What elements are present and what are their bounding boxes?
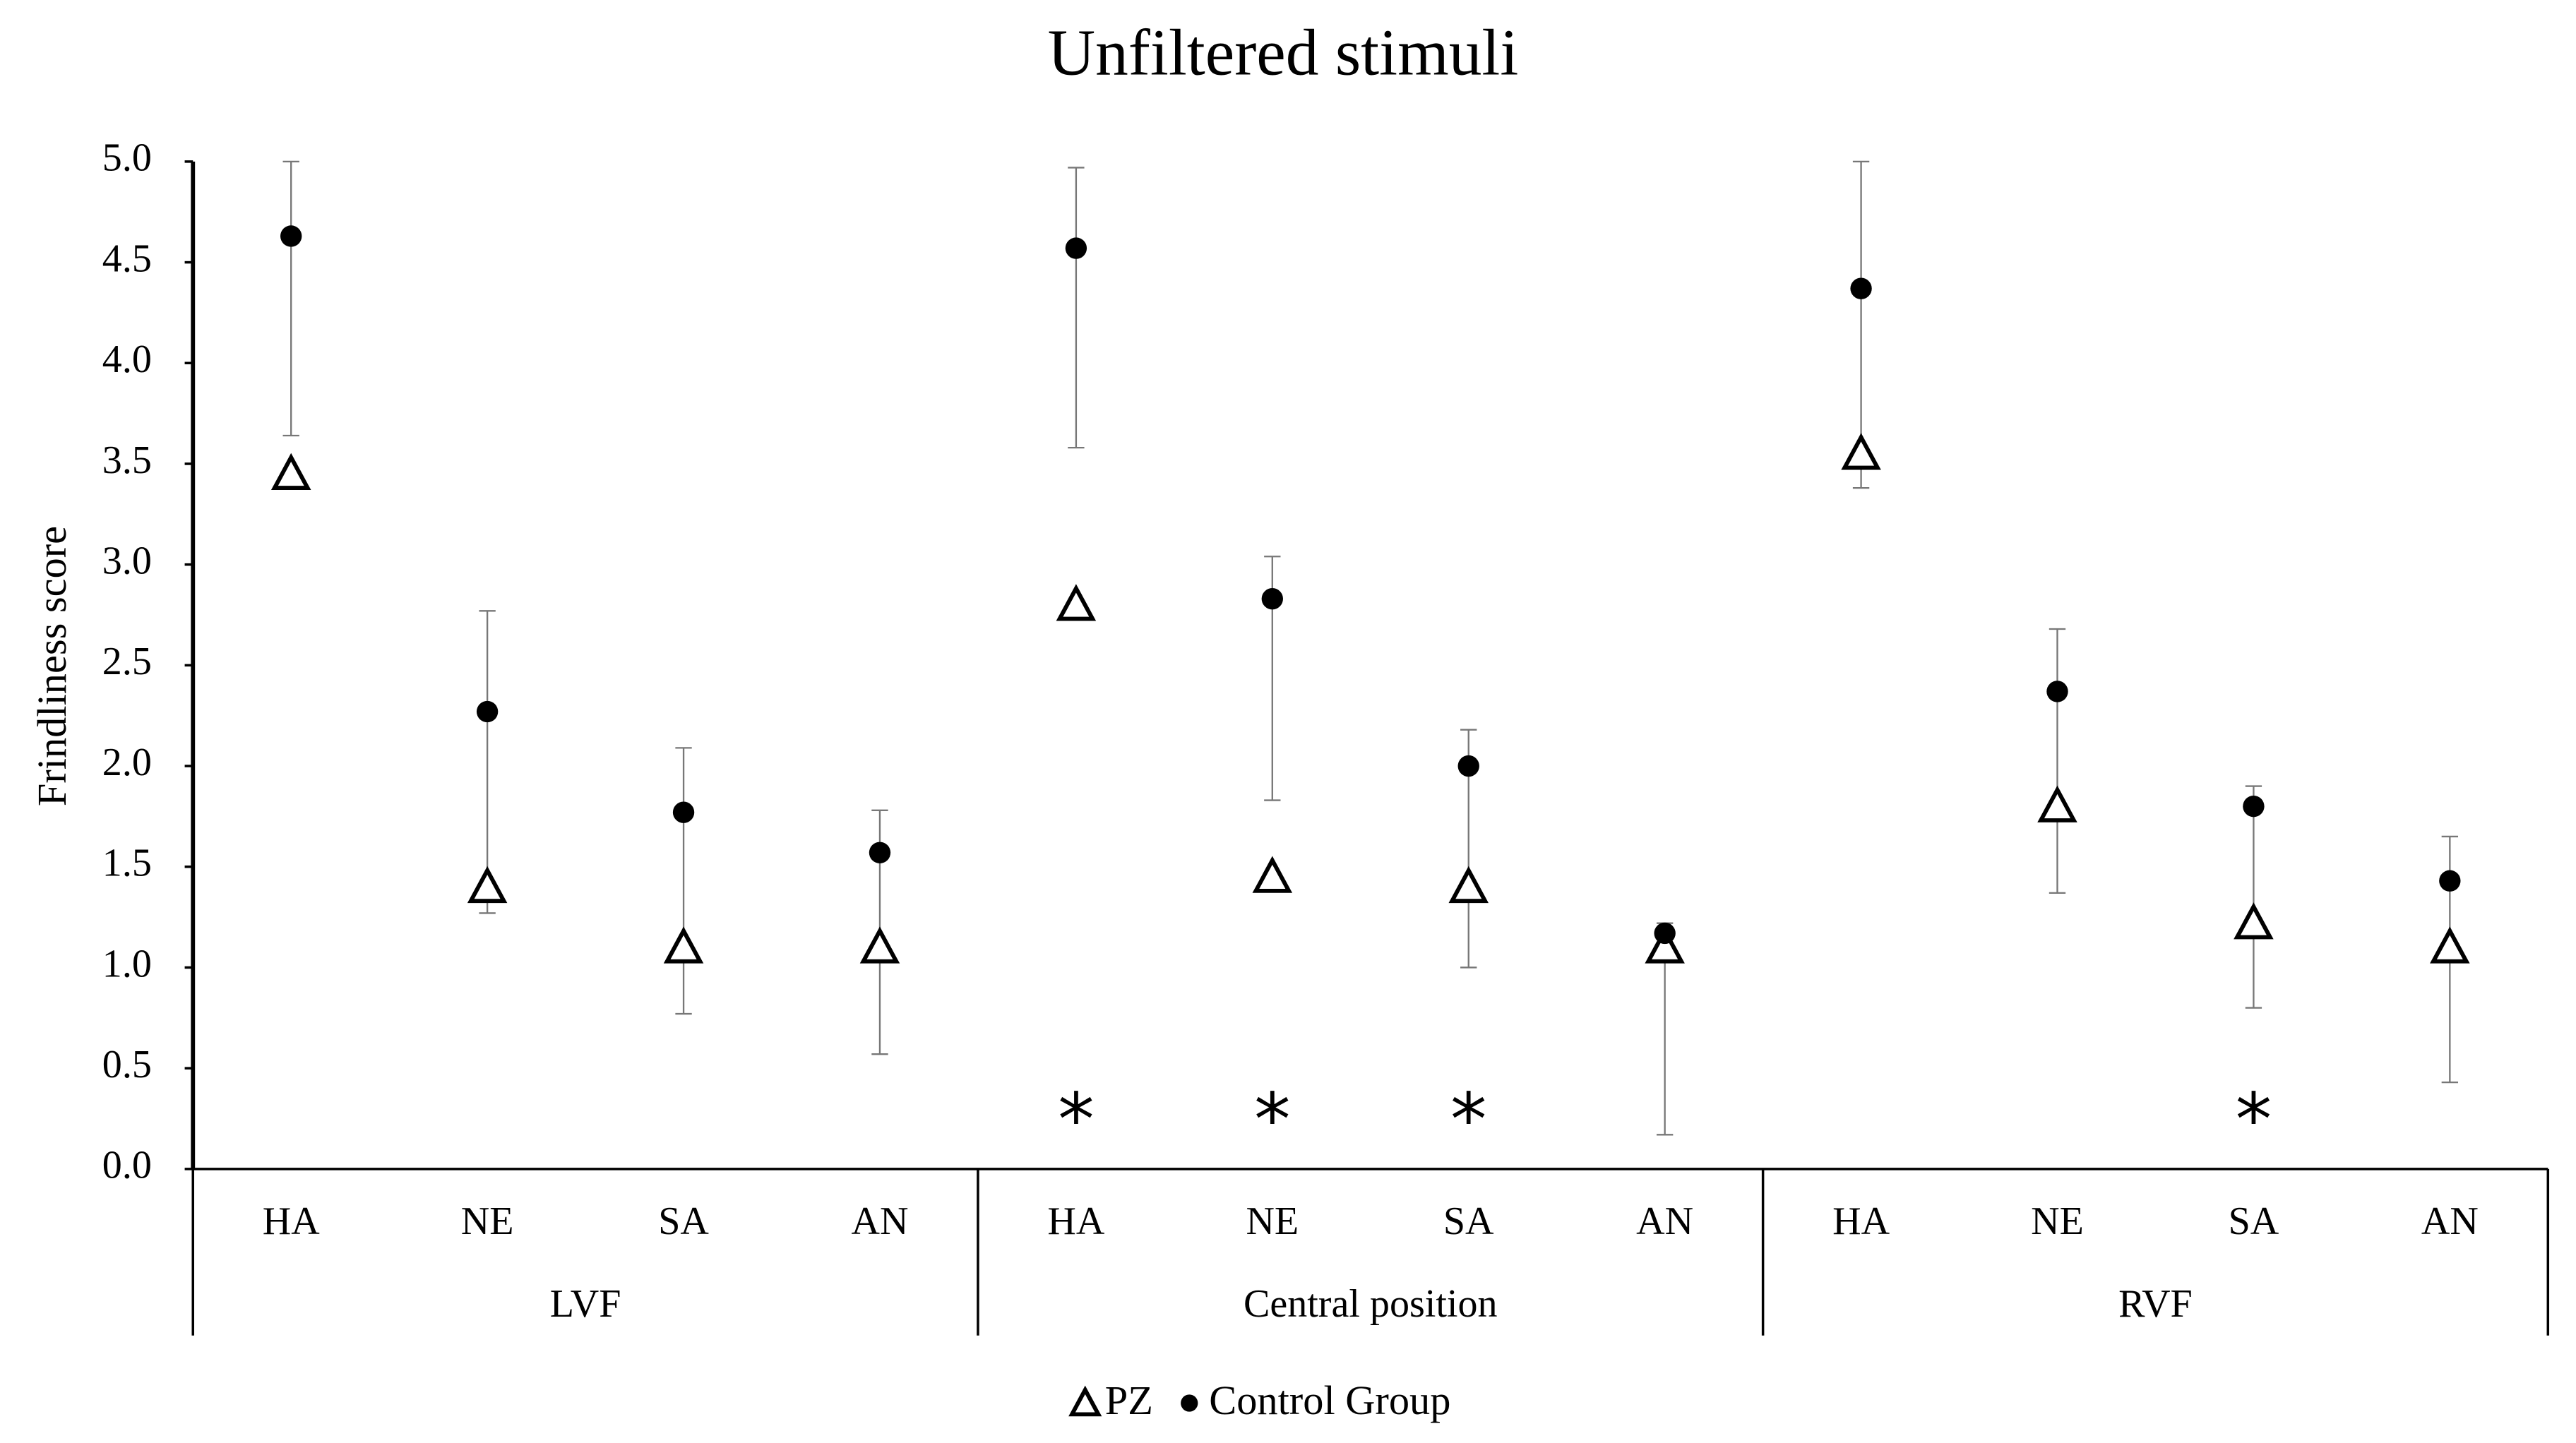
group-label: LVF bbox=[550, 1282, 621, 1326]
x-tick-label: AN bbox=[851, 1199, 908, 1243]
x-tick-label: HA bbox=[1832, 1199, 1890, 1243]
x-tick-label: SA bbox=[1443, 1199, 1494, 1243]
x-tick-label: AN bbox=[1636, 1199, 1693, 1243]
y-tick-label: 4.5 bbox=[102, 236, 152, 280]
y-tick-label: 3.5 bbox=[102, 438, 152, 482]
y-tick-label: 5.0 bbox=[102, 136, 152, 180]
triangle-marker bbox=[1841, 433, 1881, 470]
x-tick-label: AN bbox=[2421, 1199, 2479, 1243]
x-tick-label: HA bbox=[263, 1199, 320, 1243]
circle-marker bbox=[869, 842, 891, 863]
legend-label: PZ bbox=[1105, 1377, 1153, 1423]
triangle-marker bbox=[1448, 866, 1489, 904]
circle-marker bbox=[476, 700, 499, 723]
x-tick-label: SA bbox=[658, 1199, 709, 1243]
legend-marker bbox=[1068, 1385, 1102, 1417]
y-axis-label: Frindliness score bbox=[29, 526, 75, 806]
circle-marker bbox=[2046, 681, 2068, 702]
triangle-marker bbox=[663, 926, 704, 964]
triangle-marker bbox=[1252, 856, 1293, 893]
triangle-marker bbox=[2037, 785, 2077, 822]
group-label: RVF bbox=[2118, 1282, 2193, 1326]
triangle-marker bbox=[2430, 926, 2470, 964]
circle-marker bbox=[1850, 277, 1872, 299]
circle-marker bbox=[280, 225, 302, 247]
x-tick-label: NE bbox=[461, 1199, 514, 1243]
triangle-marker bbox=[859, 926, 900, 964]
significance-marker: * bbox=[2236, 1078, 2272, 1162]
triangle-marker bbox=[270, 453, 311, 491]
triangle-marker bbox=[1056, 584, 1097, 621]
y-tick-label: 0.0 bbox=[102, 1144, 152, 1187]
triangle-marker bbox=[1645, 926, 1685, 964]
y-tick-label: 1.0 bbox=[102, 942, 152, 986]
significance-marker: * bbox=[1058, 1078, 1094, 1162]
circle-marker bbox=[1261, 588, 1283, 610]
legend-marker bbox=[1181, 1394, 1198, 1412]
circle-marker bbox=[672, 801, 695, 823]
group-label: Central position bbox=[1244, 1282, 1498, 1326]
triangle-marker bbox=[2234, 902, 2274, 940]
y-tick-label: 0.5 bbox=[102, 1043, 152, 1086]
y-tick-label: 4.0 bbox=[102, 337, 152, 381]
circle-marker bbox=[1457, 755, 1479, 777]
circle-marker bbox=[1654, 922, 1676, 945]
y-tick-label: 2.5 bbox=[102, 640, 152, 683]
x-tick-label: SA bbox=[2229, 1199, 2279, 1243]
significance-marker: * bbox=[1450, 1078, 1486, 1162]
circle-marker bbox=[2439, 870, 2461, 892]
y-tick-label: 1.5 bbox=[102, 842, 152, 885]
y-tick-label: 2.0 bbox=[102, 741, 152, 784]
chart-title: Unfiltered stimuli bbox=[1048, 17, 1519, 90]
y-tick-label: 3.0 bbox=[102, 539, 152, 583]
circle-marker bbox=[2243, 795, 2265, 818]
x-tick-label: HA bbox=[1047, 1199, 1104, 1243]
triangle-marker bbox=[467, 866, 508, 904]
x-tick-label: NE bbox=[2031, 1199, 2084, 1243]
significance-marker: * bbox=[1254, 1078, 1290, 1162]
legend-label: Control Group bbox=[1209, 1377, 1450, 1423]
x-tick-label: NE bbox=[1246, 1199, 1299, 1243]
circle-marker bbox=[1065, 237, 1087, 259]
